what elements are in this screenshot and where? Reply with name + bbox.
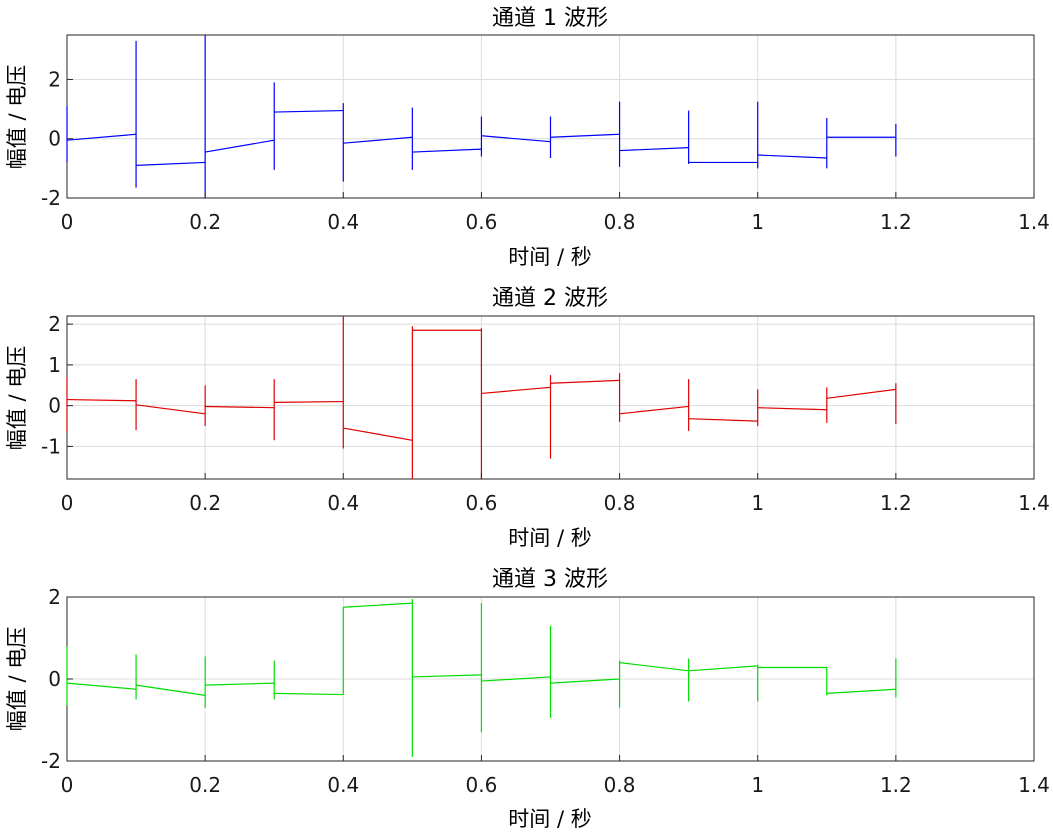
waveform-segment bbox=[136, 161, 206, 166]
channel-1-panel: 通道 1 波形 0 0.2 0.4 0.6 0.8 1 1.2 1.4 -202 时间 / 秒… bbox=[5, 6, 1050, 269]
x-axis-label: 时间 / 秒 bbox=[508, 526, 591, 550]
x-tick-labels: 0 0.2 0.4 0.6 0.8 1 1.2 1.4 bbox=[61, 473, 1050, 515]
x-tick-label: 1.2 bbox=[880, 491, 912, 515]
chart-title: 通道 2 波形 bbox=[492, 286, 608, 311]
y-tick-label: 2 bbox=[48, 585, 61, 609]
x-tick-label: 1 bbox=[751, 210, 764, 234]
x-tick-label: 0.6 bbox=[466, 210, 498, 234]
waveform-segment bbox=[481, 676, 551, 682]
y-axis-label: 幅值 / 电压 bbox=[5, 346, 29, 450]
waveform-segment bbox=[481, 135, 551, 143]
waveform-series bbox=[66, 599, 897, 757]
waveform-segment bbox=[619, 405, 689, 415]
x-tick-label: 0.8 bbox=[604, 773, 636, 797]
waveform-segment bbox=[274, 400, 344, 403]
y-tick-label: -1 bbox=[41, 434, 61, 458]
waveform-segment bbox=[550, 678, 620, 684]
waveform-segment bbox=[205, 682, 275, 686]
x-tick-labels: 0 0.2 0.4 0.6 0.8 1 1.2 1.4 bbox=[61, 755, 1050, 797]
x-tick-label: 0.6 bbox=[466, 491, 498, 515]
x-tick-label: 1.4 bbox=[1018, 210, 1050, 234]
waveform-segment bbox=[274, 109, 344, 113]
y-tick-labels: -2 0 2 bbox=[41, 585, 73, 773]
waveform-segment bbox=[412, 148, 482, 153]
x-tick-label: 0 bbox=[61, 773, 74, 797]
x-tick-label: 0.8 bbox=[604, 491, 636, 515]
x-tick-label: 1 bbox=[751, 491, 764, 515]
x-tick-label: 0.4 bbox=[327, 210, 359, 234]
x-tick-label: 0 bbox=[61, 491, 74, 515]
y-axis-label: 幅值 / 电压 bbox=[5, 627, 29, 731]
waveform-segment bbox=[205, 139, 275, 153]
x-tick-label: 1.2 bbox=[880, 773, 912, 797]
x-tick-label: 0.6 bbox=[466, 773, 498, 797]
waveform-segment bbox=[343, 602, 413, 608]
waveform-segment bbox=[66, 398, 137, 402]
x-axis-label: 时间 / 秒 bbox=[508, 245, 591, 269]
x-tick-label: 0.2 bbox=[189, 210, 221, 234]
channel-3-panel: 通道 3 波形 0 0.2 0.4 0.6 0.8 1 1.2 1.4 -202 时间 / 秒… bbox=[5, 567, 1050, 831]
x-tick-label: 1.2 bbox=[880, 210, 912, 234]
waveform-segment bbox=[343, 427, 413, 441]
y-tick-label: 2 bbox=[48, 67, 61, 91]
x-tick-label: 1.4 bbox=[1018, 491, 1050, 515]
waveform-segment bbox=[343, 136, 413, 144]
y-tick-label: 0 bbox=[48, 394, 61, 418]
waveform-segment bbox=[619, 147, 689, 152]
y-tick-label: -2 bbox=[41, 186, 61, 210]
waveform-segment bbox=[688, 418, 758, 422]
waveform-segment bbox=[826, 688, 896, 694]
waveform-segment bbox=[619, 662, 689, 672]
y-tick-labels: -1 0 1 2 bbox=[41, 312, 73, 458]
waveform-segment bbox=[205, 405, 275, 409]
waveform-segment bbox=[135, 404, 206, 415]
waveform-segment bbox=[757, 154, 827, 159]
y-tick-label: 2 bbox=[48, 312, 61, 336]
waveform-segment bbox=[135, 684, 206, 696]
chart-title: 通道 3 波形 bbox=[492, 567, 608, 592]
y-tick-label: -2 bbox=[41, 749, 61, 773]
y-axis-label: 幅值 / 电压 bbox=[5, 65, 29, 169]
channel-2-panel: 通道 2 波形 0 0.2 0.4 0.6 0.8 1 1.2 1.4 -1 0 1 2 时间 / … bbox=[5, 286, 1050, 550]
waveform-segment bbox=[66, 682, 137, 690]
x-tick-label: 0 bbox=[61, 210, 74, 234]
waveform-segment bbox=[688, 665, 758, 672]
waveform-series bbox=[66, 316, 897, 479]
x-tick-label: 0.8 bbox=[604, 210, 636, 234]
waveform-segment bbox=[757, 407, 827, 411]
chart-title: 通道 1 波形 bbox=[492, 6, 608, 31]
waveform-segment bbox=[274, 692, 344, 696]
waveform-segment bbox=[412, 674, 482, 678]
x-tick-label: 1 bbox=[751, 773, 764, 797]
x-tick-label: 0.2 bbox=[189, 773, 221, 797]
waveform-segment bbox=[550, 379, 620, 384]
x-axis-label: 时间 / 秒 bbox=[508, 807, 591, 831]
waveform-segment bbox=[481, 386, 551, 395]
y-tick-label: 0 bbox=[48, 667, 61, 691]
x-tick-label: 0.2 bbox=[189, 491, 221, 515]
waveform-segment bbox=[66, 133, 137, 141]
x-tick-label: 1.4 bbox=[1018, 773, 1050, 797]
y-tick-label: 1 bbox=[48, 353, 61, 377]
waveform-segment bbox=[826, 388, 896, 399]
x-tick-label: 0.4 bbox=[327, 491, 359, 515]
x-tick-label: 0.4 bbox=[327, 773, 359, 797]
waveform-series bbox=[66, 35, 897, 198]
y-tick-labels: -2 0 2 bbox=[41, 67, 73, 210]
waveform-segment bbox=[550, 133, 620, 138]
y-tick-label: 0 bbox=[48, 127, 61, 151]
x-tick-labels: 0 0.2 0.4 0.6 0.8 1 1.2 1.4 bbox=[61, 192, 1050, 234]
